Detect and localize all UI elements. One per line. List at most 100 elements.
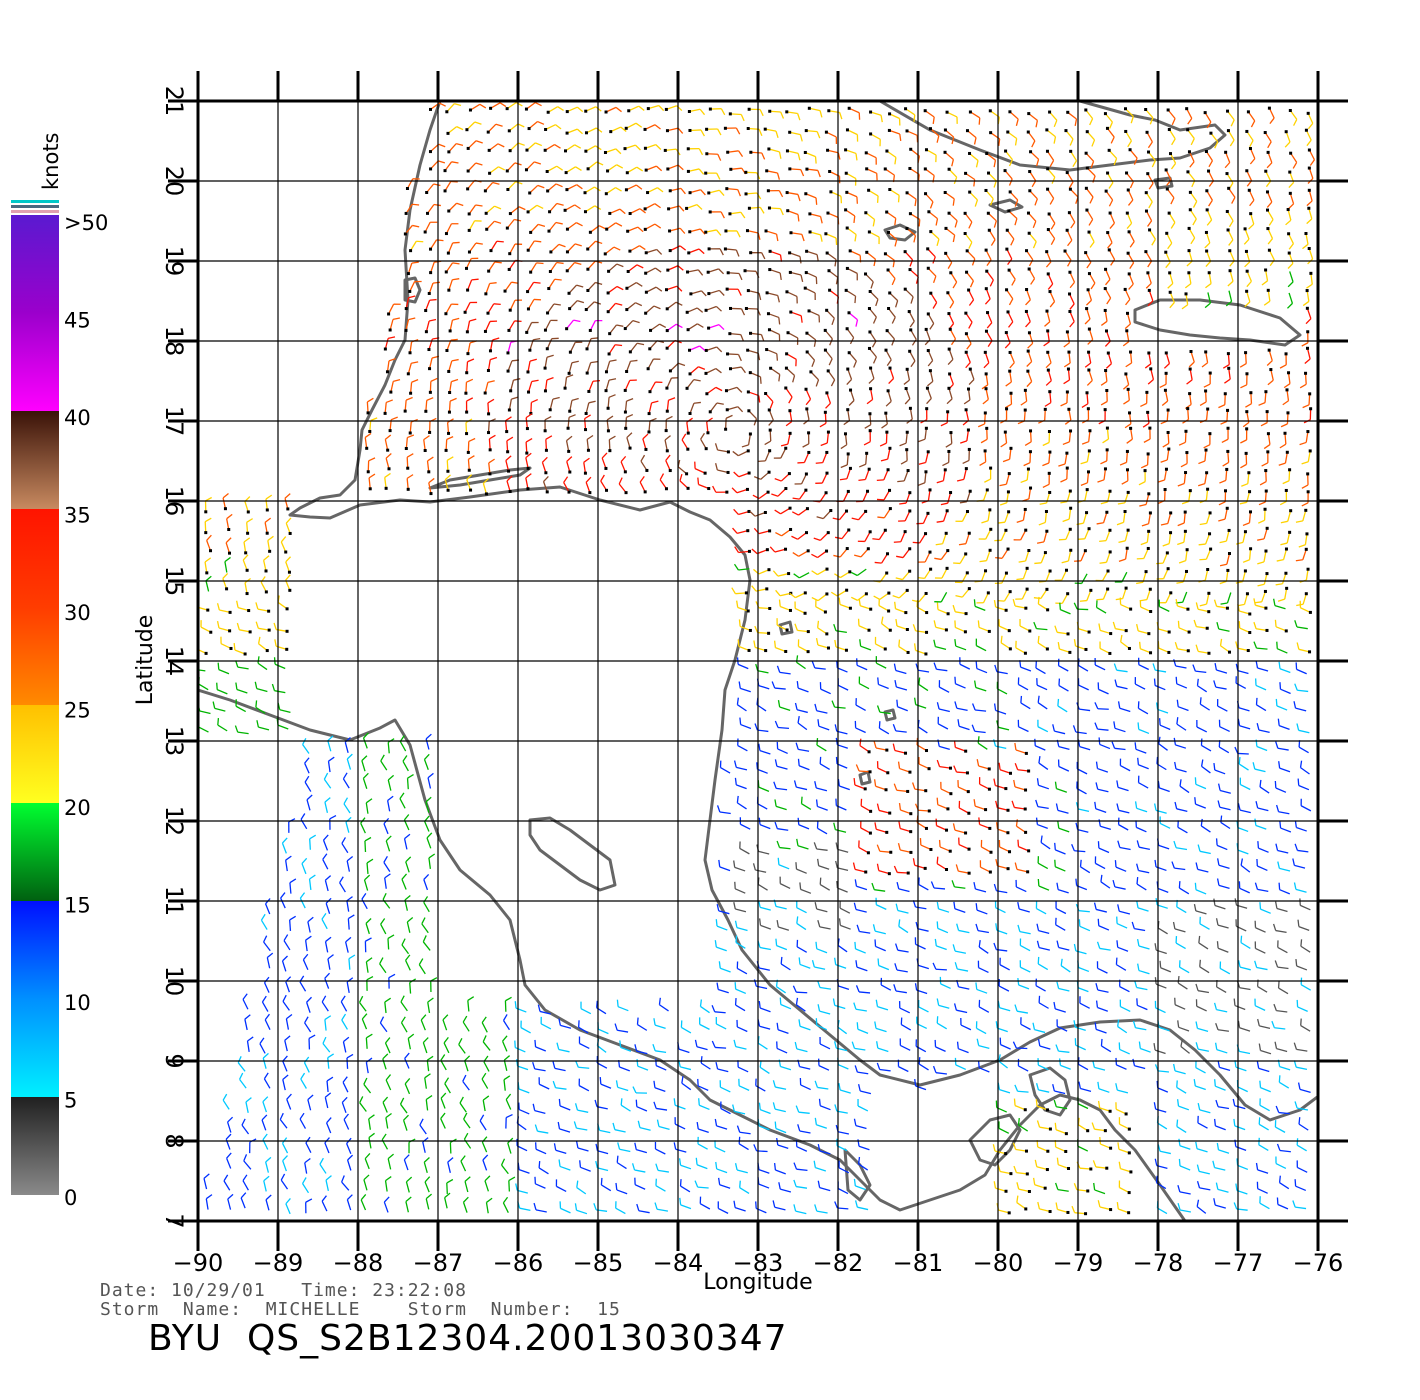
yucatan-honduras-coastline xyxy=(288,101,1318,1122)
wind-barb xyxy=(881,411,888,429)
wind-barb xyxy=(408,338,419,355)
wind-barb xyxy=(220,636,233,650)
wind-barb xyxy=(265,1194,272,1211)
wind-barb xyxy=(898,639,910,654)
wind-barb xyxy=(614,1023,629,1033)
wind-barb xyxy=(732,527,750,534)
wind-barb xyxy=(819,682,831,695)
wind-barb xyxy=(785,290,798,304)
wind-barb xyxy=(223,1174,231,1191)
wind-barb xyxy=(1074,573,1088,585)
wind-barb xyxy=(226,1152,232,1169)
wind-barb xyxy=(1257,841,1269,853)
wind-barb xyxy=(999,957,1010,971)
wind-barb xyxy=(746,127,763,137)
wind-barb xyxy=(960,428,970,444)
wind-barb xyxy=(734,546,751,554)
wind-barb xyxy=(868,366,875,384)
wind-barb xyxy=(1147,150,1156,168)
wind-barb xyxy=(1102,426,1110,444)
wind-barb xyxy=(851,1041,866,1051)
wind-barb xyxy=(1117,817,1129,831)
wind-barb xyxy=(942,449,951,467)
wind-barb xyxy=(875,656,887,669)
wind-barb xyxy=(846,367,853,385)
wind-barb xyxy=(467,220,482,232)
wind-barb xyxy=(515,1183,528,1194)
wind-barb xyxy=(1081,429,1092,445)
wind-barb xyxy=(1257,549,1268,565)
wind-barb xyxy=(383,856,391,872)
wind-barb xyxy=(464,1055,471,1072)
wind-barb xyxy=(1092,1060,1106,1071)
wind-barb xyxy=(955,510,969,522)
wind-barb xyxy=(1077,658,1089,672)
wind-barb xyxy=(738,681,751,693)
wind-barb xyxy=(366,858,374,874)
wind-barb xyxy=(1119,449,1129,466)
wind-barb xyxy=(1037,956,1049,971)
wind-barb xyxy=(405,1196,412,1213)
wind-barb xyxy=(733,471,751,478)
wind-barb xyxy=(517,1081,530,1094)
wind-barb xyxy=(280,1173,289,1190)
wind-barb xyxy=(281,1137,289,1154)
wind-barb xyxy=(708,402,724,414)
wind-barb xyxy=(944,251,953,269)
wind-barb xyxy=(737,639,751,652)
wind-barb xyxy=(1261,268,1269,286)
nicaragua-coastline xyxy=(198,688,1187,1221)
wind-barb xyxy=(817,1180,831,1192)
wind-barb xyxy=(1144,351,1152,369)
wind-barb xyxy=(896,699,908,712)
wind-barb xyxy=(627,105,645,113)
wind-barb xyxy=(1306,188,1313,207)
wind-barb xyxy=(885,149,897,165)
wind-barb xyxy=(757,940,771,951)
wind-barb xyxy=(997,1082,1011,1094)
wind-barb xyxy=(1156,1080,1169,1093)
wind-barb xyxy=(826,211,840,225)
wind-barb xyxy=(388,317,401,332)
wind-barb xyxy=(634,1044,648,1055)
wind-barb xyxy=(305,996,312,1013)
wind-barb xyxy=(855,698,866,711)
wind-barb xyxy=(568,397,579,413)
wind-barb xyxy=(1228,249,1235,267)
wind-barb xyxy=(706,268,725,275)
wind-barb xyxy=(980,426,989,444)
wind-barb xyxy=(897,469,910,483)
wind-barb xyxy=(995,800,1010,812)
wind-barb xyxy=(563,476,571,494)
wind-barb xyxy=(1014,762,1031,773)
wind-barb xyxy=(932,1065,947,1075)
wind-barb xyxy=(285,1197,291,1215)
wind-barb xyxy=(1094,801,1107,813)
wind-barb xyxy=(888,188,900,203)
wind-barb xyxy=(999,490,1010,506)
wind-barb xyxy=(261,1114,268,1131)
island-corn xyxy=(778,620,794,636)
wind-barb xyxy=(893,865,910,875)
wind-barb xyxy=(1156,551,1169,565)
wind-barb xyxy=(198,704,211,715)
wind-barb xyxy=(998,1054,1008,1069)
wind-barb xyxy=(895,618,909,631)
wind-barb xyxy=(854,720,866,734)
wind-barb xyxy=(1237,960,1251,971)
wind-barb xyxy=(322,853,329,870)
wind-barb xyxy=(1277,940,1288,954)
wind-barb xyxy=(868,330,877,348)
wind-barb xyxy=(987,228,996,246)
wind-barb xyxy=(987,171,997,188)
wind-barb xyxy=(720,1101,731,1115)
wind-barb xyxy=(200,620,213,634)
wind-barb xyxy=(406,917,414,933)
wind-barb xyxy=(1054,781,1068,793)
wind-barb xyxy=(524,101,542,111)
wind-barb xyxy=(1275,1156,1287,1169)
wind-barb xyxy=(1115,957,1127,971)
wind-barb xyxy=(802,431,811,448)
wind-barb xyxy=(403,1154,410,1171)
wind-barb xyxy=(1198,568,1210,583)
